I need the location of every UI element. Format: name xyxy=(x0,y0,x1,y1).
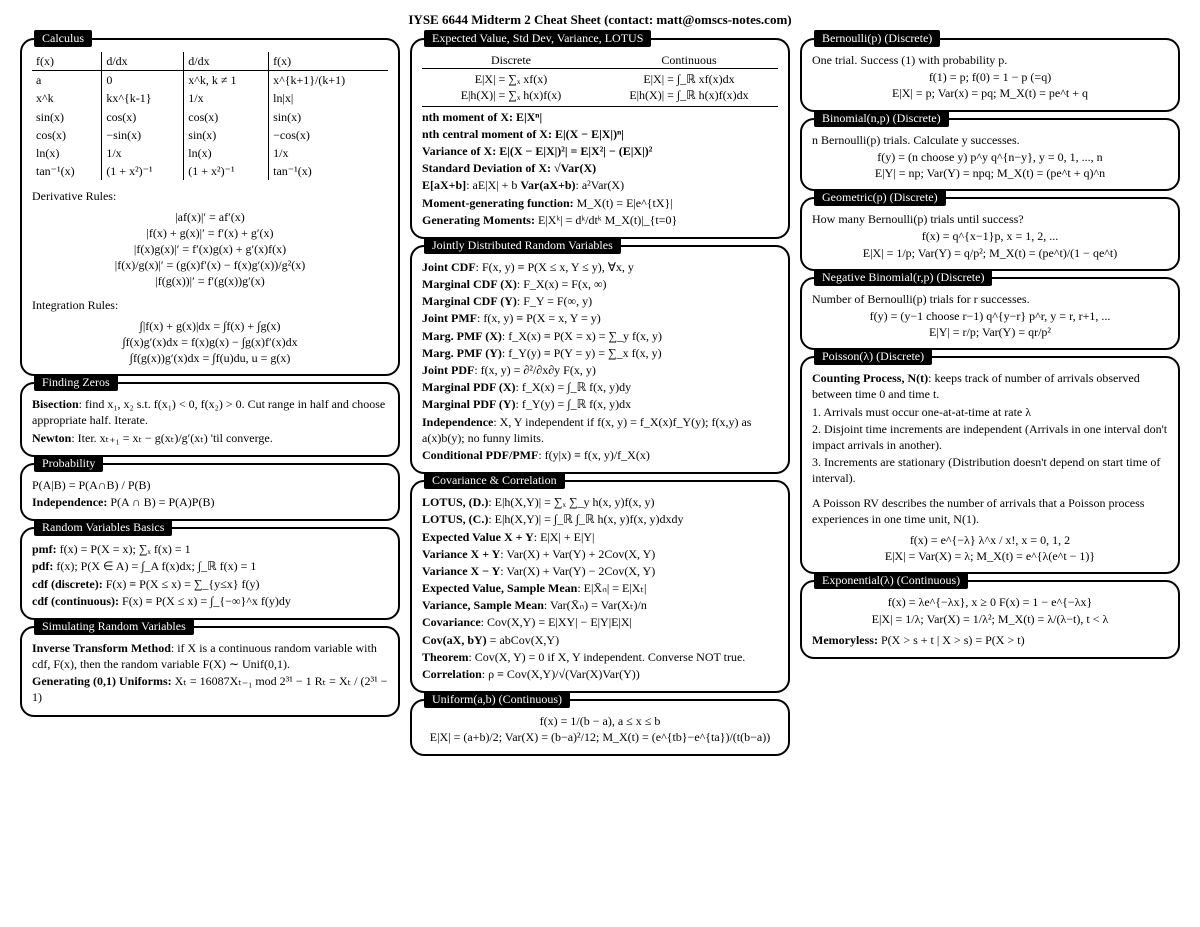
box-joint-rv: Jointly Distributed Random Variables Joi… xyxy=(410,245,790,474)
deriv-rule: |f(g(x))|′ = f′(g(x))g′(x) xyxy=(32,273,388,289)
joint-line: Marginal CDF (Y): F_Y = F(∞, y) xyxy=(422,293,778,309)
deriv-rule: |f(x)g(x)|′ = f′(x)g(x) + g′(x)f(x) xyxy=(32,241,388,257)
column-3: Bernoulli(p) (Discrete) One trial. Succe… xyxy=(800,38,1180,756)
column-2: Expected Value, Std Dev, Variance, LOTUS… xyxy=(410,38,790,756)
box-covariance: Covariance & Correlation LOTUS, (D.): E|… xyxy=(410,480,790,693)
columns: Calculus f(x) d/dx d/dx f(x) a0x^k, k ≠ … xyxy=(20,38,1180,756)
box-title: Expected Value, Std Dev, Variance, LOTUS xyxy=(424,30,651,47)
box-title: Negative Binomial(r,p) (Discrete) xyxy=(814,269,992,286)
joint-line: Independence: X, Y independent if f(x, y… xyxy=(422,414,778,446)
box-negative-binomial: Negative Binomial(r,p) (Discrete) Number… xyxy=(800,277,1180,351)
box-title: Probability xyxy=(34,455,103,472)
box-poisson: Poisson(λ) (Discrete) Counting Process, … xyxy=(800,356,1180,574)
box-rv-basics: Random Variables Basics pmf: f(x) = P(X … xyxy=(20,527,400,620)
joint-line: Marg. PMF (X): f_X(x) ≡ P(X = x) = ∑_y f… xyxy=(422,328,778,344)
box-title: Covariance & Correlation xyxy=(424,472,565,489)
box-title: Calculus xyxy=(34,30,92,47)
box-title: Random Variables Basics xyxy=(34,519,172,536)
box-probability: Probability P(A|B) = P(A∩B) / P(B) Indep… xyxy=(20,463,400,521)
box-title: Finding Zeros xyxy=(34,374,118,391)
box-uniform: Uniform(a,b) (Continuous) f(x) = 1/(b − … xyxy=(410,699,790,755)
joint-line: Joint CDF: F(x, y) ≡ P(X ≤ x, Y ≤ y), ∀x… xyxy=(422,259,778,275)
joint-line: Marginal PDF (X): f_X(x) = ∫_ℝ f(x, y)dy xyxy=(422,379,778,395)
column-1: Calculus f(x) d/dx d/dx f(x) a0x^k, k ≠ … xyxy=(20,38,400,756)
joint-line: Marg. PMF (Y): f_Y(y) ≡ P(Y = y) = ∑_x f… xyxy=(422,345,778,361)
joint-line: Marginal CDF (X): F_X(x) = F(x, ∞) xyxy=(422,276,778,292)
joint-line: Conditional PDF/PMF: f(y|x) ≡ f(x, y)/f_… xyxy=(422,447,778,463)
derivative-rules-label: Derivative Rules: xyxy=(32,188,388,204)
deriv-rule: |f(x)/g(x)|′ = (g(x)f′(x) − f(x)g′(x))/g… xyxy=(32,257,388,273)
deriv-rule: |f(x) + g(x)|′ = f′(x) + g′(x) xyxy=(32,225,388,241)
box-exponential: Exponential(λ) (Continuous) f(x) = λe^{−… xyxy=(800,580,1180,659)
integ-rule: ∫f(g(x))g′(x)dx = ∫f(u)du, u = g(x) xyxy=(32,350,388,366)
box-binomial: Binomial(n,p) (Discrete) n Bernoulli(p) … xyxy=(800,118,1180,192)
box-simulating-rv: Simulating Random Variables Inverse Tran… xyxy=(20,626,400,717)
box-title: Uniform(a,b) (Continuous) xyxy=(424,691,570,708)
box-title: Jointly Distributed Random Variables xyxy=(424,237,621,254)
integration-rules-label: Integration Rules: xyxy=(32,297,388,313)
box-calculus: Calculus f(x) d/dx d/dx f(x) a0x^k, k ≠ … xyxy=(20,38,400,376)
box-bernoulli: Bernoulli(p) (Discrete) One trial. Succe… xyxy=(800,38,1180,112)
joint-line: Marginal PDF (Y): f_Y(y) = ∫_ℝ f(x, y)dx xyxy=(422,396,778,412)
joint-line: Joint PMF: f(x, y) ≡ P(X = x, Y = y) xyxy=(422,310,778,326)
joint-line: Joint PDF: f(x, y) = ∂²/∂x∂y F(x, y) xyxy=(422,362,778,378)
box-expected-value: Expected Value, Std Dev, Variance, LOTUS… xyxy=(410,38,790,239)
box-title: Geometric(p) (Discrete) xyxy=(814,189,946,206)
box-title: Simulating Random Variables xyxy=(34,618,194,635)
box-title: Binomial(n,p) (Discrete) xyxy=(814,110,949,127)
integ-rule: ∫|f(x) + g(x)|dx = ∫f(x) + ∫g(x) xyxy=(32,318,388,334)
deriv-rule: |af(x)|′ = af′(x) xyxy=(32,209,388,225)
box-geometric: Geometric(p) (Discrete) How many Bernoul… xyxy=(800,197,1180,271)
box-title: Poisson(λ) (Discrete) xyxy=(814,348,932,365)
integ-rule: ∫f(x)g′(x)dx = f(x)g(x) − ∫g(x)f′(x)dx xyxy=(32,334,388,350)
page-title: IYSE 6644 Midterm 2 Cheat Sheet (contact… xyxy=(20,12,1180,28)
box-finding-zeros: Finding Zeros Bisection: find x₁, x₂ s.t… xyxy=(20,382,400,457)
box-title: Exponential(λ) (Continuous) xyxy=(814,572,968,589)
calculus-table: f(x) d/dx d/dx f(x) a0x^k, k ≠ 1x^{k+1}/… xyxy=(32,52,388,180)
box-title: Bernoulli(p) (Discrete) xyxy=(814,30,940,47)
